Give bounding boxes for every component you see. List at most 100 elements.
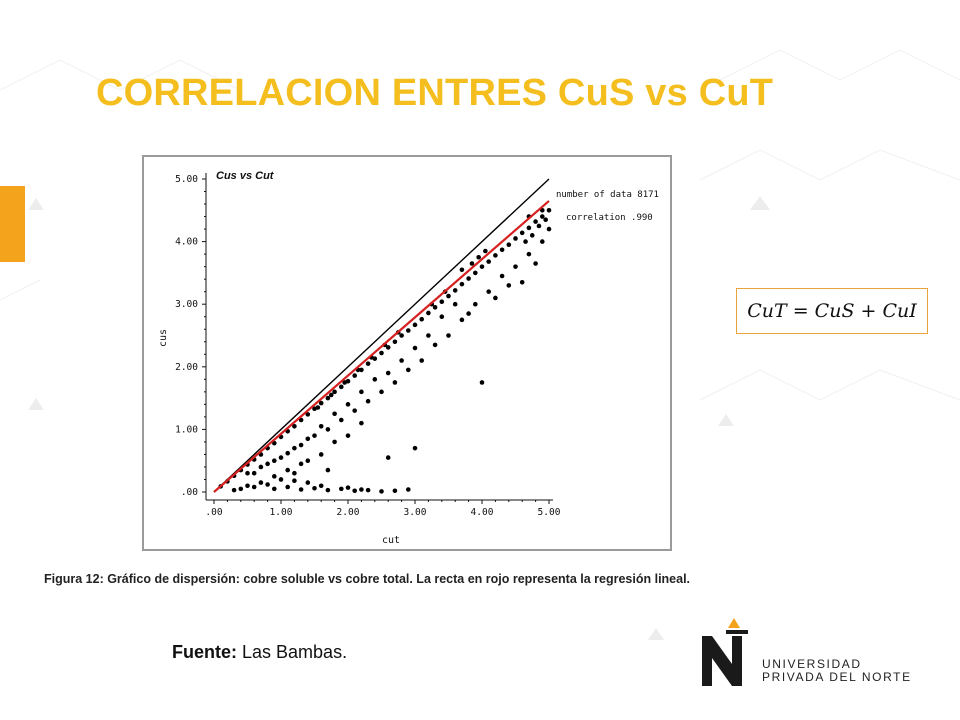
data-point bbox=[486, 289, 492, 294]
data-point bbox=[352, 408, 357, 413]
chart-title: Cus vs Cut bbox=[216, 170, 275, 182]
data-point bbox=[318, 483, 324, 489]
y-tick-label: 1.00 bbox=[175, 424, 198, 435]
data-point bbox=[278, 455, 284, 460]
data-point bbox=[285, 467, 290, 473]
data-point bbox=[325, 467, 331, 473]
data-point bbox=[359, 420, 364, 426]
data-point bbox=[513, 264, 518, 269]
data-point bbox=[406, 328, 411, 333]
data-point bbox=[536, 223, 542, 229]
data-point bbox=[540, 239, 545, 244]
annotation-number-of-data: number of data 8171 bbox=[556, 190, 659, 200]
data-point bbox=[406, 487, 411, 492]
data-point bbox=[298, 461, 304, 467]
x-axis-label: cut bbox=[382, 535, 400, 546]
data-point bbox=[499, 247, 505, 253]
data-point bbox=[345, 433, 351, 438]
data-point bbox=[412, 345, 418, 351]
data-point bbox=[265, 482, 270, 487]
data-point bbox=[231, 487, 237, 493]
logo-line-1: UNIVERSIDAD bbox=[762, 657, 862, 671]
data-point bbox=[359, 487, 364, 492]
x-tick-label: 1.00 bbox=[270, 507, 293, 518]
data-point bbox=[399, 333, 404, 338]
data-point bbox=[392, 488, 398, 494]
source-label: Fuente: bbox=[172, 642, 237, 662]
data-point bbox=[365, 487, 371, 493]
data-point bbox=[292, 423, 297, 429]
data-point bbox=[473, 270, 478, 276]
data-point bbox=[318, 400, 324, 406]
data-point bbox=[339, 417, 344, 423]
data-point bbox=[342, 380, 347, 385]
data-point bbox=[473, 301, 478, 307]
data-point bbox=[305, 458, 311, 464]
data-point bbox=[479, 380, 485, 385]
data-point bbox=[493, 253, 498, 258]
data-point bbox=[305, 436, 311, 442]
logo-line-2: PRIVADA DEL NORTE bbox=[762, 670, 912, 684]
y-tick-label: 4.00 bbox=[175, 237, 198, 248]
formula-box: CuT = CuS + CuI bbox=[736, 288, 928, 334]
data-point bbox=[328, 392, 334, 398]
data-point bbox=[285, 450, 290, 456]
data-point bbox=[459, 317, 465, 323]
y-tick-label: .00 bbox=[181, 487, 198, 498]
data-point bbox=[519, 230, 525, 236]
data-point bbox=[339, 486, 344, 492]
data-point bbox=[345, 402, 351, 407]
data-point bbox=[365, 361, 371, 366]
data-point bbox=[499, 273, 505, 279]
data-point bbox=[325, 487, 331, 493]
data-point bbox=[419, 316, 425, 322]
y-tick-label: 3.00 bbox=[175, 299, 198, 310]
regression-line bbox=[213, 200, 550, 493]
data-point bbox=[285, 484, 290, 490]
data-point bbox=[345, 485, 351, 490]
data-point bbox=[426, 310, 431, 316]
data-point bbox=[325, 427, 331, 432]
data-point bbox=[540, 214, 545, 219]
data-point bbox=[292, 478, 297, 484]
data-point bbox=[466, 276, 471, 281]
data-point bbox=[439, 299, 445, 304]
data-point bbox=[318, 423, 324, 429]
identity-line bbox=[213, 178, 550, 493]
data-point bbox=[459, 267, 465, 273]
data-point bbox=[546, 208, 552, 213]
y-tick-label: 5.00 bbox=[175, 174, 198, 185]
data-point bbox=[406, 367, 411, 373]
chart-frame: .00 1.00 2.00 3.00 4.00 5.00 .00 1.00 2.00 3.00 4… bbox=[142, 155, 672, 551]
data-point bbox=[315, 405, 321, 410]
data-point bbox=[506, 283, 512, 288]
data-point bbox=[506, 242, 512, 248]
data-point bbox=[533, 261, 538, 266]
data-point bbox=[318, 452, 324, 457]
data-point bbox=[312, 485, 317, 491]
data-point bbox=[412, 322, 418, 328]
points-layer bbox=[218, 208, 552, 494]
data-point bbox=[258, 464, 264, 470]
data-point bbox=[292, 470, 297, 476]
data-point bbox=[272, 458, 277, 464]
data-point bbox=[493, 295, 498, 301]
data-point bbox=[379, 489, 384, 494]
y-axis: .00 1.00 2.00 3.00 4.00 5.00 bbox=[175, 173, 207, 500]
data-point bbox=[359, 367, 364, 373]
y-axis-label: cus bbox=[158, 329, 169, 347]
data-point bbox=[305, 480, 311, 485]
x-tick-label: 4.00 bbox=[471, 507, 494, 518]
university-logo: UNIVERSIDAD PRIVADA DEL NORTE bbox=[696, 616, 936, 696]
source-line: Fuente: Las Bambas. bbox=[172, 642, 347, 663]
accent-bar bbox=[0, 186, 25, 262]
data-point bbox=[298, 487, 304, 492]
data-point bbox=[392, 339, 398, 345]
data-point bbox=[486, 259, 492, 264]
y-tick-label: 2.00 bbox=[175, 362, 198, 373]
data-point bbox=[543, 217, 548, 222]
data-point bbox=[332, 389, 337, 395]
data-point bbox=[385, 370, 391, 376]
data-point bbox=[419, 358, 425, 363]
